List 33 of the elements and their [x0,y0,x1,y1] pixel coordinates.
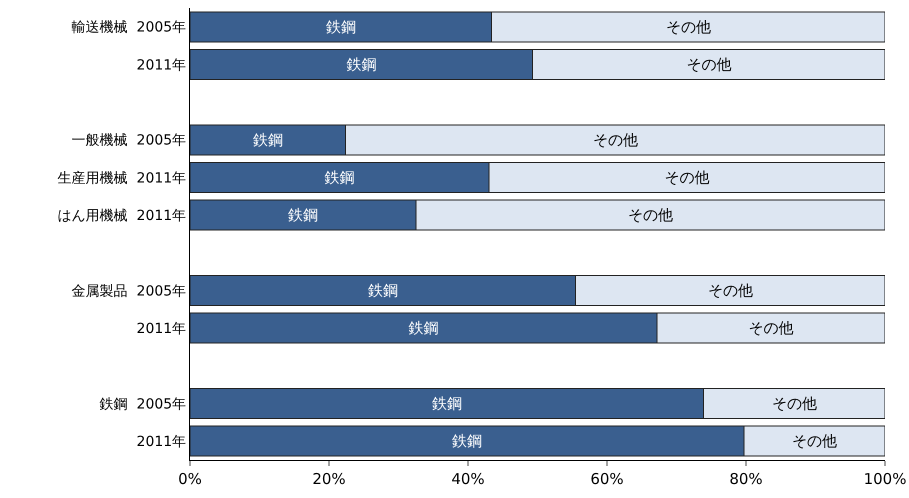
text: 鉄鋼 [288,206,318,224]
text: 鉄鋼 [252,130,283,149]
text: 鉄鋼 [452,432,482,450]
text: その他 [664,168,710,186]
text: 鉄鋼 [368,282,398,300]
y-tick-label: 一般機械 2005年 [72,132,186,149]
y-tick-label: はん用機械 2011年 [58,208,186,224]
text: その他 [792,432,837,450]
text: その他 [708,282,753,300]
text: 鉄鋼 [408,319,439,338]
text: その他 [686,56,732,74]
y-tick-label: 金属製品 2005年 [72,283,186,300]
y-tick-label: 輸送機械 2005年 [72,20,186,36]
y-tick-label: 生産用機械 2011年 [58,170,186,186]
x-tick-label: 40% [451,470,485,488]
series-label: 鉄鋼 [326,18,356,36]
text: その他 [628,206,673,224]
x-tick-label: 100% [864,470,906,488]
series-label: その他 [666,18,711,36]
text: その他 [592,130,638,149]
x-tick-label: 0% [178,470,202,488]
text: その他 [748,319,794,338]
y-tick-label: 2011年 [136,321,186,338]
y-tick-label: 2011年 [136,434,186,450]
y-tick-label: 2011年 [136,57,186,74]
text: 鉄鋼 [324,168,354,186]
text: その他 [772,394,817,412]
y-tick-label: 鉄鋼 2005年 [100,396,186,412]
text: 鉄鋼 [346,56,376,74]
x-tick-label: 60% [590,470,624,488]
text: 鉄鋼 [432,394,462,412]
x-tick-label: 20% [312,470,346,488]
x-tick-label: 80% [729,470,763,488]
